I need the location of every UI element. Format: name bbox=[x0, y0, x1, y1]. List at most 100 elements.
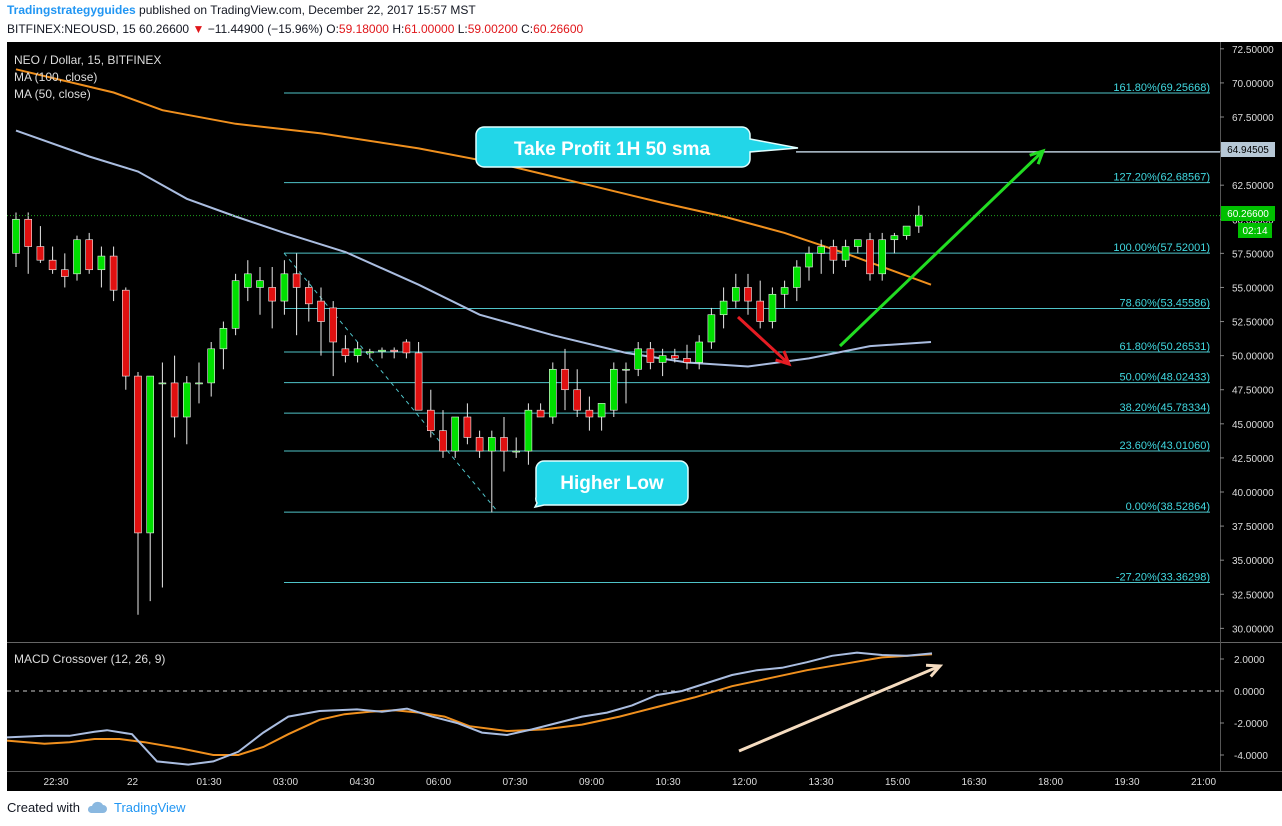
fibonacci-retracement[interactable]: 161.80%(69.25668) 127.20%(62.68567) 100.00… bbox=[283, 82, 1210, 584]
price-axis-label: 70.00000 bbox=[1232, 79, 1274, 90]
high-value: 61.00000 bbox=[404, 22, 455, 36]
footer: Created with TradingView bbox=[7, 800, 186, 815]
candle-body bbox=[609, 368, 618, 411]
tradingview-link[interactable]: TradingView bbox=[113, 800, 186, 815]
ma100-legend: MA (100, close) bbox=[14, 70, 97, 84]
time-axis[interactable]: 22:30 22 01:30 03:00 04:30 06:00 07:30 09:00 10:… bbox=[43, 777, 1216, 788]
macd-axis-label: -4.0000 bbox=[1234, 751, 1268, 762]
candle-body bbox=[719, 300, 728, 316]
publish-header: Tradingstrategyguides published on Tradi… bbox=[7, 3, 476, 17]
drawings[interactable] bbox=[7, 148, 1220, 753]
candle-body bbox=[207, 348, 215, 384]
fib-level-label: 23.60%(43.01060) bbox=[1119, 440, 1210, 452]
fib-level-label: 161.80%(69.25668) bbox=[1113, 82, 1210, 94]
low-value: 59.00200 bbox=[467, 22, 518, 36]
time-axis-label: 06:00 bbox=[426, 777, 451, 788]
candle-body bbox=[585, 409, 594, 418]
ma50-line bbox=[15, 129, 932, 368]
candle-body bbox=[341, 348, 350, 356]
candle-body bbox=[548, 368, 557, 418]
red-down-arrow bbox=[736, 315, 792, 367]
price-axis-label: 32.50000 bbox=[1232, 590, 1274, 601]
candle-body bbox=[36, 246, 45, 261]
price-axis-label: 40.00000 bbox=[1232, 488, 1274, 499]
candle-body bbox=[866, 239, 874, 275]
candle-body bbox=[134, 375, 142, 534]
price-axis-label: 67.50000 bbox=[1232, 113, 1274, 124]
candle-body bbox=[658, 355, 667, 363]
time-axis-label: 13:30 bbox=[808, 777, 833, 788]
time-axis-label: 22 bbox=[127, 777, 139, 788]
candle-body bbox=[402, 341, 411, 354]
candle-body bbox=[512, 450, 521, 453]
candle-body bbox=[24, 218, 33, 247]
published-text: published on TradingView.com, December 2… bbox=[139, 3, 476, 17]
candle-body bbox=[805, 253, 813, 268]
publisher-name[interactable]: Tradingstrategyguides bbox=[7, 3, 136, 17]
candle-body bbox=[256, 280, 264, 288]
candle-body bbox=[317, 300, 325, 322]
candle-body bbox=[914, 214, 923, 227]
macd-axis-label: 2.0000 bbox=[1234, 655, 1265, 666]
fib-level-label: -27.20%(33.36298) bbox=[1116, 572, 1210, 584]
countdown-tag-box bbox=[1238, 223, 1272, 238]
fib-level-label: 0.00%(38.52864) bbox=[1126, 501, 1210, 513]
price-axis-label: 45.00000 bbox=[1232, 420, 1274, 431]
candle-body bbox=[280, 273, 289, 302]
candle-body bbox=[536, 409, 545, 418]
candle-body bbox=[744, 287, 752, 302]
take-profit-tag-box bbox=[1221, 142, 1275, 157]
close-value: 60.26600 bbox=[533, 22, 584, 36]
time-axis-label: 15:00 bbox=[885, 777, 910, 788]
candle-body bbox=[12, 218, 20, 254]
take-profit-callout[interactable]: Take Profit 1H 50 sma bbox=[475, 126, 799, 168]
candle-body bbox=[463, 416, 472, 438]
price-axis-label: 35.00000 bbox=[1232, 556, 1274, 567]
candle-body bbox=[561, 368, 569, 391]
last-value: 60.26600 bbox=[139, 22, 190, 36]
ma50-legend: MA (50, close) bbox=[14, 87, 91, 101]
macd-lines bbox=[6, 651, 933, 766]
candle-body bbox=[304, 287, 313, 305]
last-price-tag-box bbox=[1221, 206, 1275, 221]
candle-body bbox=[268, 287, 277, 302]
candle-body bbox=[792, 266, 801, 288]
candle-body bbox=[365, 351, 374, 354]
candle-body bbox=[60, 269, 69, 277]
open-value: 59.18000 bbox=[338, 22, 389, 36]
candle-body bbox=[890, 235, 899, 241]
price-axis-label: 55.00000 bbox=[1232, 283, 1274, 294]
time-axis-label: 07:30 bbox=[502, 777, 527, 788]
symbol-line: BITFINEX:NEOUSD, 15 bbox=[7, 22, 136, 36]
time-axis-label: 12:00 bbox=[732, 777, 757, 788]
candle-body bbox=[97, 255, 106, 271]
time-axis-label: 21:00 bbox=[1191, 777, 1216, 788]
countdown-tag-text: 02:14 bbox=[1242, 226, 1267, 237]
candle-body bbox=[731, 287, 740, 302]
price-axis-label: 50.00000 bbox=[1232, 352, 1274, 363]
time-axis-label: 03:00 bbox=[273, 777, 298, 788]
white-up-arrow-head bbox=[925, 663, 944, 678]
macd-axis[interactable]: 2.0000 0.0000 -2.0000 -4.0000 bbox=[7, 655, 1268, 762]
candle-body bbox=[768, 293, 777, 322]
candle-body bbox=[329, 307, 338, 343]
symbol-header: BITFINEX:NEOUSD, 15 60.26600 ▼ −11.44900… bbox=[7, 22, 583, 36]
last-price-tag-text: 60.26600 bbox=[1227, 209, 1269, 220]
candle-body bbox=[707, 314, 716, 343]
candlestick-series bbox=[12, 205, 923, 615]
green-up-arrow-shaft bbox=[838, 149, 1045, 348]
higher-low-text: Higher Low bbox=[560, 473, 664, 494]
green-up-arrow-head bbox=[1029, 148, 1046, 165]
price-axis-label: 42.50000 bbox=[1232, 454, 1274, 465]
high-label: H: bbox=[392, 22, 405, 36]
take-profit-price-tag: 64.94505 bbox=[1221, 142, 1275, 157]
candle-body bbox=[414, 352, 423, 411]
higher-low-callout[interactable]: Higher Low bbox=[533, 460, 689, 509]
price-axis[interactable]: 72.5000070.0000067.5000065.0000062.50000… bbox=[1220, 45, 1274, 636]
candle-body bbox=[817, 246, 826, 254]
price-axis-label: 57.50000 bbox=[1232, 249, 1274, 260]
macd-axis-label: 0.0000 bbox=[1234, 687, 1265, 698]
candle-body bbox=[390, 349, 399, 352]
candle-body bbox=[622, 368, 630, 371]
